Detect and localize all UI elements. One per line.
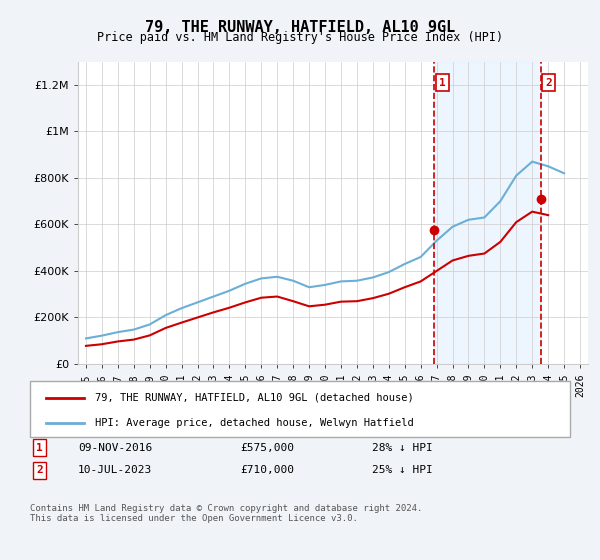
Text: 28% ↓ HPI: 28% ↓ HPI	[372, 443, 433, 453]
Text: £710,000: £710,000	[240, 465, 294, 475]
Text: 2: 2	[545, 78, 552, 88]
Text: 09-NOV-2016: 09-NOV-2016	[78, 443, 152, 453]
Text: Contains HM Land Registry data © Crown copyright and database right 2024.
This d: Contains HM Land Registry data © Crown c…	[30, 504, 422, 524]
Text: 25% ↓ HPI: 25% ↓ HPI	[372, 465, 433, 475]
Bar	[434, 62, 541, 364]
Text: Price paid vs. HM Land Registry's House Price Index (HPI): Price paid vs. HM Land Registry's House …	[97, 31, 503, 44]
Text: 1: 1	[36, 443, 43, 453]
Text: 2: 2	[36, 465, 43, 475]
Text: 10-JUL-2023: 10-JUL-2023	[78, 465, 152, 475]
Text: HPI: Average price, detached house, Welwyn Hatfield: HPI: Average price, detached house, Welw…	[95, 418, 413, 428]
Text: 1: 1	[439, 78, 446, 88]
FancyBboxPatch shape	[30, 381, 570, 437]
Text: £575,000: £575,000	[240, 443, 294, 453]
Text: 79, THE RUNWAY, HATFIELD, AL10 9GL: 79, THE RUNWAY, HATFIELD, AL10 9GL	[145, 20, 455, 35]
Text: 79, THE RUNWAY, HATFIELD, AL10 9GL (detached house): 79, THE RUNWAY, HATFIELD, AL10 9GL (deta…	[95, 393, 413, 403]
